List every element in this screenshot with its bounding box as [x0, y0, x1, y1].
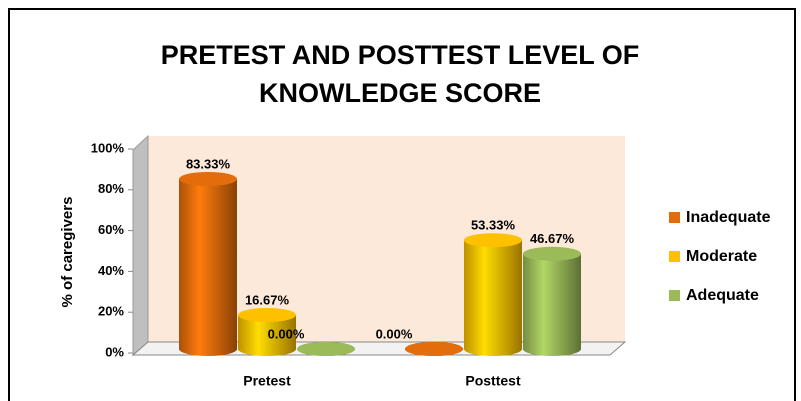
y-tick-label: 80%	[98, 181, 124, 196]
side-wall	[132, 134, 149, 357]
legend-swatch	[669, 251, 680, 262]
bar-top	[523, 246, 581, 261]
bar	[464, 240, 522, 349]
legend-swatch	[669, 290, 680, 301]
legend-label: Adequate	[686, 287, 759, 304]
bar-top	[405, 342, 463, 356]
y-axis-label: % of caregivers	[59, 197, 76, 308]
y-tick-label: 100%	[91, 140, 125, 155]
chart-title: PRETEST AND POSTTEST LEVEL OF KNOWLEDGE …	[160, 40, 640, 108]
bar	[179, 179, 237, 349]
y-tick-label: 40%	[98, 263, 124, 278]
data-label: 0.00%	[268, 326, 305, 341]
y-tick-label: 20%	[98, 304, 124, 319]
bar-top	[238, 307, 296, 322]
x-tick-label: Pretest	[243, 373, 291, 389]
data-label: 53.33%	[471, 218, 516, 233]
y-tick-label: 0%	[105, 344, 124, 359]
legend-swatch	[669, 212, 680, 223]
legend-label: Moderate	[686, 248, 757, 265]
legend-label: Inadequate	[686, 209, 771, 226]
data-label: 16.67%	[245, 292, 290, 307]
data-label: 83.33%	[186, 156, 231, 171]
bar-top	[464, 233, 522, 248]
bar	[523, 253, 581, 349]
y-tick-label: 60%	[98, 222, 124, 237]
bar-top	[179, 172, 237, 187]
data-label: 46.67%	[530, 231, 575, 246]
x-tick-label: Posttest	[465, 373, 521, 389]
frame	[8, 8, 796, 401]
data-label: 0.00%	[376, 326, 413, 341]
bar-top	[297, 342, 355, 356]
